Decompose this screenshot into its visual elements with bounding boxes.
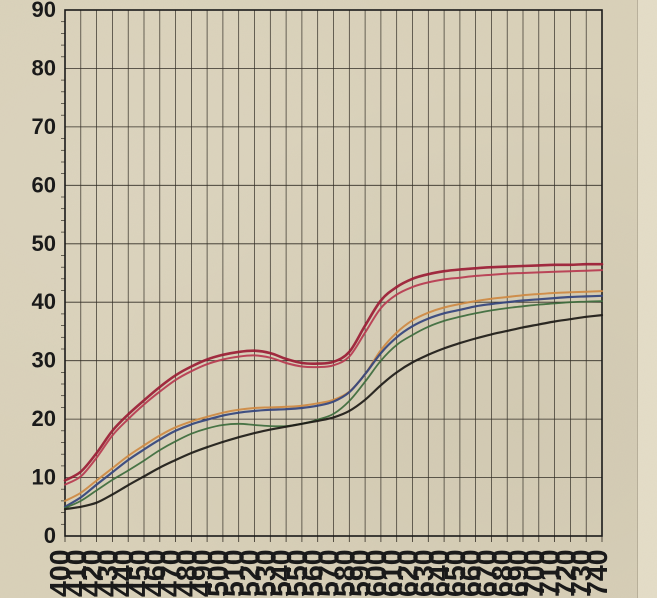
svg-text:50: 50 <box>32 231 56 256</box>
svg-text:20: 20 <box>32 406 56 431</box>
svg-text:10: 10 <box>32 465 56 490</box>
svg-text:0: 0 <box>44 523 56 548</box>
svg-text:80: 80 <box>32 55 56 80</box>
svg-text:740: 740 <box>582 549 614 597</box>
svg-text:60: 60 <box>32 172 56 197</box>
svg-text:90: 90 <box>32 0 56 22</box>
svg-text:30: 30 <box>32 348 56 373</box>
svg-text:70: 70 <box>32 114 56 139</box>
svg-text:40: 40 <box>32 289 56 314</box>
